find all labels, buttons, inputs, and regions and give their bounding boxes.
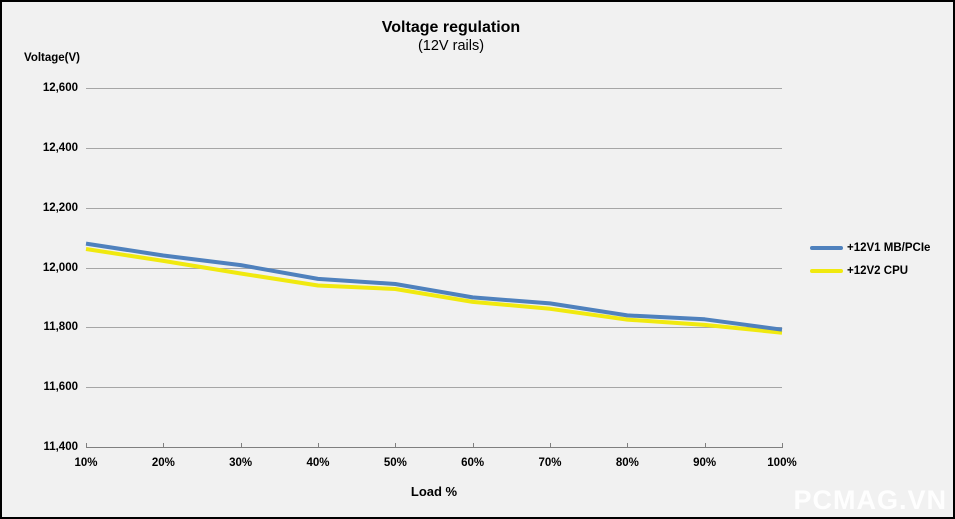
x-tick-mark (627, 443, 629, 447)
x-tick-mark (318, 443, 319, 447)
gridline (86, 147, 782, 149)
x-axis-line (86, 447, 783, 448)
gridline (86, 387, 782, 389)
x-tick-label: 90% (693, 457, 717, 469)
x-tick-label: 80% (615, 457, 639, 469)
chart-subtitle: (12V rails) (417, 38, 485, 54)
series-line--12v2-cpu (85, 247, 783, 335)
watermark: PCMAG.VN (793, 485, 947, 515)
y-tick-label: 12,200 (42, 201, 78, 214)
y-tick-label: 12,000 (42, 261, 78, 274)
legend-label: +12V1 MB/PCIe (847, 241, 931, 254)
legend-label: +12V2 CPU (847, 264, 909, 277)
y-axis-title: Voltage(V) (24, 52, 81, 64)
series-line--12v1-mb-pcie (85, 241, 783, 332)
y-tick-label: 11,400 (43, 441, 78, 453)
x-tick-mark (86, 443, 87, 447)
x-tick-label: 60% (461, 457, 485, 469)
x-tick-mark (472, 443, 474, 447)
gridline (86, 267, 782, 269)
legend-item: +12V1 MB/PCIe (810, 236, 930, 259)
y-tick-label: 11,600 (43, 381, 78, 394)
x-tick-label: 30% (229, 457, 253, 469)
legend-swatch (810, 268, 843, 273)
y-tick-label: 11,800 (43, 321, 78, 334)
x-tick-mark (704, 443, 706, 447)
y-tick-label: 12,600 (42, 82, 78, 94)
y-tick-label: 12,400 (42, 141, 78, 154)
x-tick-mark (550, 443, 551, 447)
chart-title-block: Voltage regulation (12V rails) (86, 18, 816, 55)
legend-swatch (810, 245, 843, 250)
gridline (86, 88, 782, 89)
x-tick-label: 100% (767, 457, 797, 469)
legend: +12V1 MB/PCIe +12V2 CPU (810, 236, 930, 282)
plot-area (85, 241, 783, 335)
chart-title: Voltage regulation (381, 19, 521, 36)
x-tick-label: 20% (151, 457, 175, 469)
x-tick-label: 10% (74, 457, 98, 469)
x-axis-title: Load % (410, 484, 458, 499)
x-tick-mark (782, 443, 783, 447)
gridline (86, 207, 782, 209)
x-tick-label: 70% (538, 457, 562, 469)
x-tick-mark (240, 443, 242, 447)
x-tick-label: 40% (306, 457, 330, 469)
legend-item: +12V2 CPU (810, 259, 930, 282)
gridline (86, 327, 782, 329)
x-tick-mark (395, 443, 397, 447)
x-tick-label: 50% (383, 457, 407, 469)
x-tick-mark (163, 443, 165, 447)
